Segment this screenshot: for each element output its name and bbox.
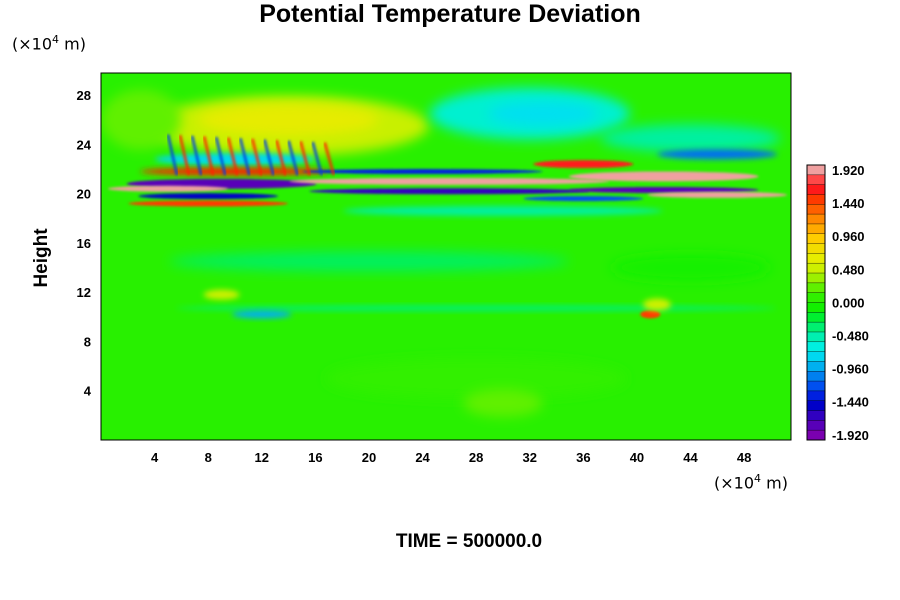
- x-tick-label: 36: [576, 450, 590, 465]
- colorbar-swatch: [807, 263, 825, 274]
- colorbar-swatch: [807, 420, 825, 431]
- colorbar-swatch: [807, 184, 825, 195]
- colorbar-swatch: [807, 282, 825, 294]
- chart-title: Potential Temperature Deviation: [259, 0, 641, 28]
- colorbar: 1.920 1.440 0.960 0.480 0.000 -0.480 -0.960 -1.…: [806, 163, 869, 443]
- x-tick-label: 48: [737, 450, 751, 465]
- y-tick-label: 16: [77, 236, 91, 251]
- colorbar-swatch: [807, 204, 825, 215]
- colorbar-label: -0.480: [832, 329, 869, 344]
- colorbar-swatch: [807, 361, 825, 372]
- y-axis: 4 8 12 16 20 24 28: [77, 88, 92, 399]
- colorbar-swatch: [807, 381, 825, 392]
- colorbar-label: -1.920: [832, 428, 869, 443]
- colorbar-swatch: [807, 302, 825, 313]
- colorbar-swatch: [807, 165, 825, 176]
- colorbar-swatch: [807, 331, 825, 343]
- colorbar-swatch: [807, 430, 825, 441]
- y-tick-label: 8: [84, 334, 91, 349]
- x-tick-label: 16: [308, 450, 322, 465]
- colorbar-swatch: [807, 341, 825, 353]
- colorbar-swatch: [807, 390, 825, 402]
- colorbar-swatch: [807, 322, 825, 333]
- colorbar-swatch: [807, 214, 825, 225]
- x-tick-label: 44: [683, 450, 698, 465]
- colorbar-swatch: [807, 371, 825, 382]
- y-tick-label: 24: [77, 137, 92, 152]
- colorbar-swatch: [807, 273, 825, 284]
- x-tick-label: 8: [205, 450, 212, 465]
- x-axis: 4 8 12 16 20 24 28 32 36 40 44 48: [151, 450, 751, 465]
- colorbar-swatch: [807, 233, 825, 245]
- y-tick-label: 20: [77, 187, 91, 202]
- x-tick-label: 28: [469, 450, 483, 465]
- colorbar-swatch: [807, 351, 825, 362]
- colorbar-label: 1.920: [832, 163, 865, 178]
- colorbar-swatch: [807, 223, 825, 235]
- colorbar-swatch: [807, 410, 825, 421]
- colorbar-swatch: [807, 312, 825, 323]
- time-label: TIME = 500000.0: [395, 531, 543, 552]
- colorbar-label: 0.960: [832, 229, 865, 244]
- colorbar-swatch: [807, 243, 825, 254]
- x-tick-label: 20: [362, 450, 376, 465]
- colorbar-label: 1.440: [832, 196, 865, 211]
- colorbar-swatch: [807, 174, 825, 186]
- y-tick-label: 28: [77, 88, 91, 103]
- y-tick-label: 12: [77, 285, 91, 300]
- colorbar-swatch: [807, 253, 825, 264]
- y-tick-label: 4: [84, 384, 92, 399]
- field-layer: [101, 73, 791, 440]
- colorbar-label: 0.480: [832, 262, 865, 277]
- x-unit-label: (×104 m): [714, 472, 788, 493]
- x-tick-label: 4: [151, 450, 159, 465]
- x-tick-label: 24: [415, 450, 430, 465]
- colorbar-label: 0.000: [832, 295, 865, 310]
- x-tick-label: 32: [523, 450, 537, 465]
- colorbar-swatch: [807, 194, 825, 205]
- colorbar-swatch: [807, 400, 825, 412]
- x-tick-label: 40: [630, 450, 644, 465]
- colorbar-label: -1.440: [832, 395, 869, 410]
- y-unit-label: (×104 m): [12, 33, 86, 54]
- colorbar-label: -0.960: [832, 362, 869, 377]
- colorbar-swatch: [807, 292, 825, 303]
- x-tick-label: 12: [255, 450, 269, 465]
- plot-frame: [100, 72, 792, 441]
